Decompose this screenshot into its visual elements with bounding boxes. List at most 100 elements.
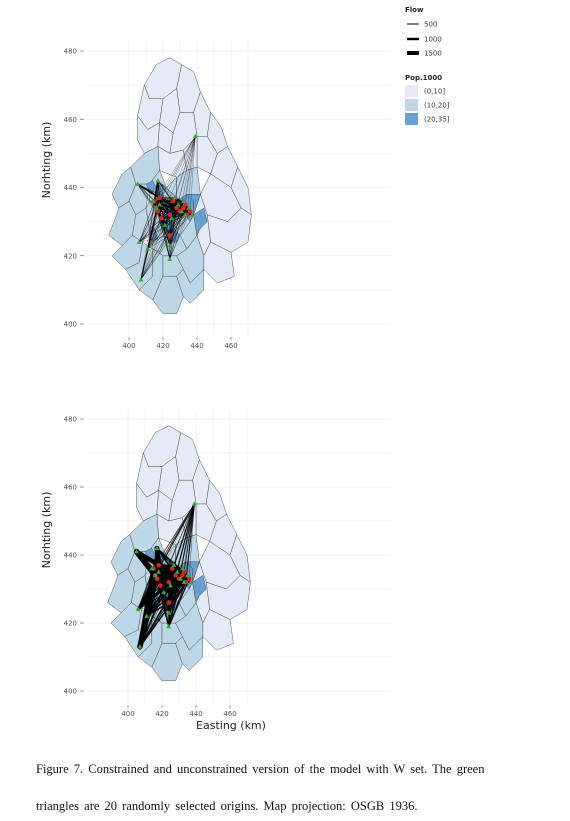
origin-triangle [152,572,158,578]
destination-point [174,205,179,211]
origin-triangle [181,579,187,584]
y-tick-label: 420 [64,620,77,628]
top-map-panel: 400 420 440 460 480 460 440 420 400 Norhting (k… [40,40,391,350]
origin-triangle [155,178,161,183]
origin-triangle [145,246,151,251]
flow-line [147,218,162,250]
destination-point [186,576,192,582]
top-x-axis: 400 420 440 460 [122,337,238,350]
y-tick-label: 460 [64,116,77,124]
region-polygon [206,112,228,154]
region-polygon [229,534,251,583]
flow-line [159,568,183,587]
flow-line [161,136,196,219]
flow-line [140,235,170,280]
figure: 400 420 440 460 480 460 440 420 400 Norhting (k… [40,6,450,732]
flow-line [161,218,171,260]
flow-line [139,214,187,243]
flow-line [169,211,181,260]
origin-triangle [154,545,160,550]
flow-line [161,200,184,219]
x-tick-label: 400 [122,342,135,350]
flow-line [169,136,196,236]
legend-flow-item: 500 [407,21,437,29]
flow-line [156,568,183,580]
flow-line [156,201,184,209]
flow-line [157,136,196,212]
x-tick-label: 400 [121,710,134,718]
origin-triangle [171,562,177,567]
y-tick-label: 400 [64,688,77,696]
origin-triangle [185,572,190,578]
destination-point [167,232,173,238]
destination-point [159,215,164,221]
flow-line [144,577,159,618]
origin-triangle [192,133,198,139]
destination-point [181,205,186,211]
flow-line [147,201,174,249]
origin-triangle [191,501,197,506]
y-tick-label: 480 [64,48,77,56]
legend-flow-label: 1500 [424,50,442,58]
origin-triangle [180,566,185,571]
origin-triangle [168,583,173,588]
legend-pop-title: Pop.1000 [405,74,442,82]
legend: Flow 500 1000 1500 Pop.1000 (0,10] (10,2… [405,6,450,125]
y-tick-label: 440 [64,552,77,560]
caption-line-2: triangles are 20 randomly selected origi… [36,799,418,813]
flow-line [159,503,195,586]
origin-triangle [144,613,150,618]
flow-line [169,201,174,260]
bottom-x-axis: 400 420 440 460 [121,705,237,718]
origin-triangle [134,549,139,554]
flow-line [168,568,183,603]
legend-pop-label: (20,35] [424,116,450,124]
flow-line [186,136,196,215]
flow-line [159,197,166,226]
destination-point [166,579,172,585]
legend-pop-label: (10,20] [424,102,450,110]
flow-line [189,503,195,579]
flow-line [173,200,189,209]
flow-line [158,503,195,566]
bottom-y-axis: 480 460 440 420 400 [64,416,84,696]
origin-triangle [149,566,155,571]
flow-line [136,577,159,611]
region-polygon [193,207,208,236]
legend-flow-label: 1000 [424,36,442,44]
origin-triangle [172,195,178,200]
flow-line [159,204,170,236]
destination-point [181,569,187,575]
caption-line-1: Figure 7. Constrained and unconstrained … [36,762,485,776]
flow-line [168,503,195,603]
legend-pop-item: (20,35] [405,113,450,125]
origin-triangle [167,242,173,248]
destination-point [170,198,176,204]
flow-line [178,503,195,579]
flow-line [157,201,184,212]
flow-line [140,201,155,280]
flow-line [140,211,181,280]
bottom-basemap [107,425,251,682]
legend-flow-item: 1500 [407,50,442,58]
flow-line [179,136,196,212]
x-tick-label: 460 [223,710,236,718]
flow-line [183,136,196,208]
flow-line [140,218,162,280]
region-polygon [230,166,252,216]
origin-triangle [161,589,167,595]
origin-triangle [162,222,168,227]
flow-line [169,214,193,236]
flow-line [159,136,196,198]
origin-triangle [178,576,184,581]
bottom-x-axis-title: Easting (km) [196,719,266,732]
origin-triangle [136,239,142,244]
top-origin-triangles [135,133,198,282]
region-polygon [205,479,227,522]
flow-line [139,571,185,647]
destination-point [180,573,185,578]
x-tick-label: 420 [155,710,168,718]
origin-triangle [156,569,161,574]
flow-line [139,207,157,243]
origin-triangle [174,569,180,574]
